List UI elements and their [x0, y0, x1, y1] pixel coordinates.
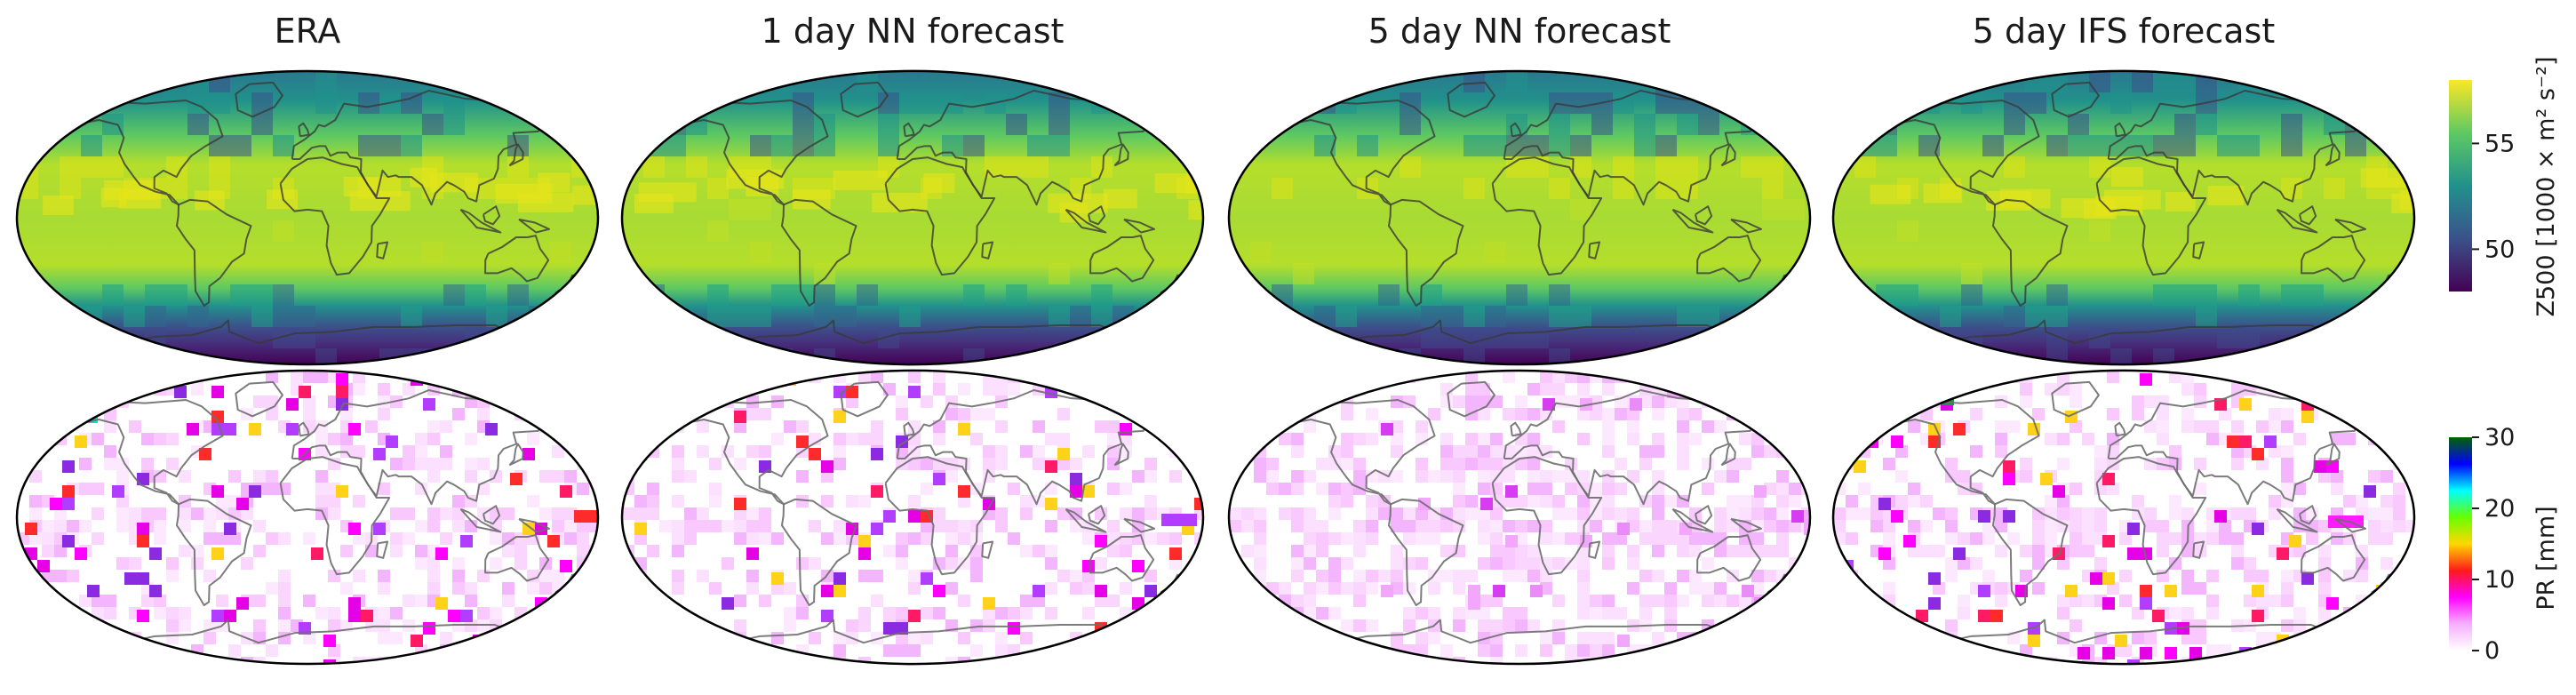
- colorbar-pr: 0 10 20 30: [2449, 424, 2515, 665]
- z500-map-0: [17, 71, 598, 364]
- pr-tick-label-1: 10: [2484, 566, 2515, 594]
- z500-tick-label-1: 55: [2484, 130, 2515, 157]
- panel-title-5day-ifs: 5 day IFS forecast: [1973, 12, 2276, 51]
- colorbar-z500: 50 55: [2449, 80, 2515, 292]
- pr-map-border-2: [1227, 369, 1812, 666]
- map-panels: [15, 69, 2416, 666]
- pr-map-border-3: [1831, 369, 2416, 666]
- z500-map-3: [1833, 71, 2415, 365]
- panel-title-era: ERA: [275, 12, 341, 51]
- pr-tick-label-2: 20: [2484, 495, 2515, 523]
- colorbar-label-pr: PR [mm]: [2532, 506, 2560, 610]
- pr-map-border-0: [15, 369, 600, 666]
- z500-map-border-0: [15, 69, 600, 366]
- z500-colorbar-fill: [2449, 80, 2472, 292]
- colorbar-label-z500: Z500 [1000 × m² s⁻²]: [2532, 56, 2560, 316]
- panel-title-1day-nn: 1 day NN forecast: [762, 12, 1065, 51]
- pr-map-0: [17, 371, 598, 664]
- z500-map-2: [1229, 71, 1810, 364]
- pr-colorbar-fill: [2449, 437, 2472, 651]
- z500-map-1: [622, 71, 1203, 365]
- pr-map-1: [622, 371, 1203, 665]
- z500-map-border-3: [1831, 69, 2416, 366]
- z500-map-border-1: [620, 69, 1205, 366]
- pr-map-border-1: [620, 369, 1205, 666]
- pr-tick-label-3: 30: [2484, 424, 2515, 451]
- panel-title-5day-nn: 5 day NN forecast: [1368, 12, 1671, 51]
- pr-map-3: [1833, 371, 2415, 665]
- z500-map-border-2: [1227, 69, 1812, 366]
- z500-tick-label-0: 50: [2484, 236, 2515, 263]
- pr-tick-label-0: 0: [2484, 637, 2500, 665]
